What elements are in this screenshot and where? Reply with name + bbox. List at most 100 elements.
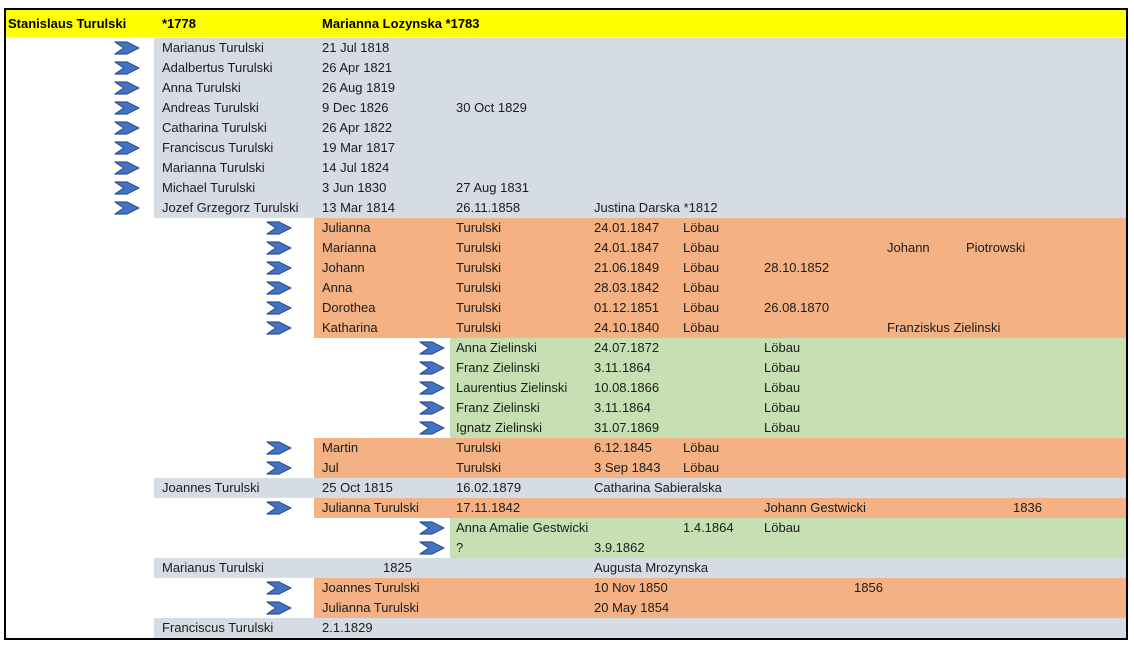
root-father-birth-year[interactable]: *1778 — [162, 16, 196, 31]
person-name[interactable]: Joannes Turulski — [322, 580, 420, 595]
birth-date[interactable]: 10 Nov 1850 — [594, 580, 668, 595]
birth-date[interactable]: 21 Jul 1818 — [322, 40, 390, 55]
birth-date[interactable]: 26 Apr 1821 — [322, 60, 393, 75]
first-name[interactable]: Martin — [322, 440, 359, 455]
birth-date[interactable]: 2.1.1829 — [322, 620, 373, 635]
birth-date[interactable]: 24.07.1872 — [594, 340, 660, 355]
birth-place[interactable]: Löbau — [683, 240, 720, 255]
birth-date[interactable]: 25 Oct 1815 — [322, 480, 393, 495]
birth-place[interactable]: Löbau — [683, 280, 720, 295]
descendant-arrow-icon[interactable] — [114, 141, 140, 155]
birth-date[interactable]: 26 Apr 1822 — [322, 120, 393, 135]
person-name[interactable]: Julianna Turulski — [322, 500, 419, 515]
spouse-name[interactable]: Justina Darska *1812 — [594, 200, 718, 215]
person-name[interactable]: Franz Zielinski — [456, 360, 540, 375]
person-name[interactable]: Anna Amalie Gestwicki — [456, 520, 589, 535]
birth-place[interactable]: Löbau — [764, 380, 801, 395]
person-name[interactable]: Franciscus Turulski — [162, 620, 274, 635]
person-name[interactable]: ? — [456, 540, 464, 555]
descendant-arrow-icon[interactable] — [266, 301, 292, 315]
birth-place[interactable]: Löbau — [683, 460, 720, 475]
marriage-year[interactable]: 1825 — [383, 560, 412, 575]
birth-place[interactable]: Löbau — [764, 340, 801, 355]
person-name[interactable]: Adalbertus Turulski — [162, 60, 273, 75]
descendant-arrow-icon[interactable] — [266, 321, 292, 335]
birth-date[interactable]: 19 Mar 1817 — [322, 140, 395, 155]
death-date[interactable]: 27 Aug 1831 — [456, 180, 530, 195]
spouse-first-name[interactable]: Johann — [887, 240, 930, 255]
birth-date[interactable]: 6.12.1845 — [594, 440, 652, 455]
first-name[interactable]: Jul — [322, 460, 339, 475]
birth-date[interactable]: 24.01.1847 — [594, 240, 660, 255]
marriage-date[interactable]: 16.02.1879 — [456, 480, 522, 495]
descendant-arrow-icon[interactable] — [114, 41, 140, 55]
person-name[interactable]: Laurentius Zielinski — [456, 380, 568, 395]
person-name[interactable]: Joannes Turulski — [162, 480, 260, 495]
birth-date[interactable]: 24.10.1840 — [594, 320, 660, 335]
descendant-arrow-icon[interactable] — [419, 541, 445, 555]
spouse-name[interactable]: Franziskus Zielinski — [887, 320, 1001, 335]
birth-place[interactable]: Löbau — [764, 520, 801, 535]
birth-date[interactable]: 10.08.1866 — [594, 380, 660, 395]
birth-place[interactable]: Löbau — [764, 420, 801, 435]
person-name[interactable]: Michael Turulski — [162, 180, 256, 195]
birth-date[interactable]: 3.11.1864 — [594, 360, 651, 375]
marriage-date[interactable]: 26.11.1858 — [456, 200, 521, 215]
descendant-arrow-icon[interactable] — [266, 221, 292, 235]
descendant-arrow-icon[interactable] — [266, 581, 292, 595]
birth-date[interactable]: 31.07.1869 — [594, 420, 660, 435]
death-date[interactable]: 28.10.1852 — [764, 260, 830, 275]
descendant-arrow-icon[interactable] — [114, 101, 140, 115]
birth-date[interactable]: 01.12.1851 — [594, 300, 660, 315]
spouse-birth-year[interactable]: 1836 — [1013, 500, 1042, 515]
person-name[interactable]: Franciscus Turulski — [162, 140, 274, 155]
surname[interactable]: Turulski — [456, 320, 502, 335]
descendant-arrow-icon[interactable] — [266, 461, 292, 475]
person-name[interactable]: Marianna Turulski — [162, 160, 265, 175]
person-name[interactable]: Ignatz Zielinski — [456, 420, 542, 435]
descendant-arrow-icon[interactable] — [419, 381, 445, 395]
descendant-arrow-icon[interactable] — [114, 161, 140, 175]
descendant-arrow-icon[interactable] — [419, 421, 445, 435]
descendant-arrow-icon[interactable] — [266, 501, 292, 515]
descendant-arrow-icon[interactable] — [419, 341, 445, 355]
root-father-name[interactable]: Stanislaus Turulski — [8, 16, 127, 31]
first-name[interactable]: Marianna — [322, 240, 377, 255]
birth-date[interactable]: 9 Dec 1826 — [322, 100, 389, 115]
root-mother-name[interactable]: Marianna Lozynska *1783 — [322, 16, 480, 31]
descendant-arrow-icon[interactable] — [419, 361, 445, 375]
birth-date[interactable]: 28.03.1842 — [594, 280, 660, 295]
surname[interactable]: Turulski — [456, 300, 502, 315]
birth-date[interactable]: 21.06.1849 — [594, 260, 660, 275]
birth-place[interactable]: Löbau — [764, 360, 801, 375]
surname[interactable]: Turulski — [456, 240, 502, 255]
birth-place[interactable]: Löbau — [683, 320, 720, 335]
descendant-arrow-icon[interactable] — [266, 241, 292, 255]
first-name[interactable]: Johann — [322, 260, 365, 275]
descendant-arrow-icon[interactable] — [419, 521, 445, 535]
birth-place[interactable]: Löbau — [764, 400, 801, 415]
birth-date[interactable]: 3 Sep 1843 — [594, 460, 661, 475]
person-name[interactable]: Catharina Turulski — [162, 120, 267, 135]
birth-date[interactable]: 14 Jul 1824 — [322, 160, 390, 175]
descendant-arrow-icon[interactable] — [114, 181, 140, 195]
birth-place[interactable]: Löbau — [683, 440, 720, 455]
first-name[interactable]: Dorothea — [322, 300, 376, 315]
birth-date[interactable]: 26 Aug 1819 — [322, 80, 396, 95]
birth-date[interactable]: 3.9.1862 — [594, 540, 645, 555]
birth-date[interactable]: 1.4.1864 — [683, 520, 734, 535]
first-name[interactable]: Katharina — [322, 320, 378, 335]
birth-date[interactable]: 3 Jun 1830 — [322, 180, 387, 195]
surname[interactable]: Turulski — [456, 280, 502, 295]
event-date[interactable]: 26.08.1870 — [764, 300, 830, 315]
descendant-arrow-icon[interactable] — [266, 281, 292, 295]
person-name[interactable]: Anna Zielinski — [456, 340, 537, 355]
descendant-arrow-icon[interactable] — [114, 121, 140, 135]
descendant-arrow-icon[interactable] — [419, 401, 445, 415]
birth-place[interactable]: Löbau — [683, 300, 720, 315]
person-name[interactable]: Andreas Turulski — [162, 100, 259, 115]
first-name[interactable]: Anna — [322, 280, 353, 295]
birth-place[interactable]: Löbau — [683, 220, 720, 235]
descendant-arrow-icon[interactable] — [266, 261, 292, 275]
descendant-arrow-icon[interactable] — [114, 81, 140, 95]
